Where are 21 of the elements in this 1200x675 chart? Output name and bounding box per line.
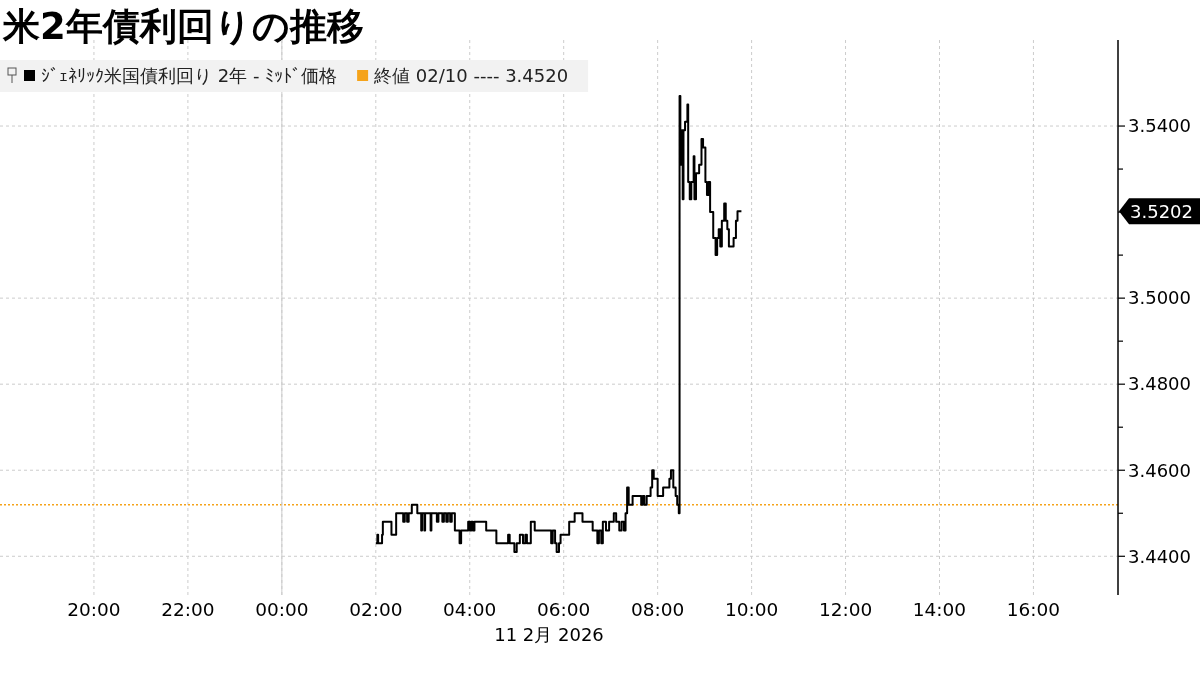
x-tick-label: 00:00 bbox=[255, 599, 309, 620]
y-tick-label: 3.4400 bbox=[1128, 545, 1191, 567]
y-tick-label: 3.5400 bbox=[1128, 115, 1191, 137]
y-tick-label: 3.4800 bbox=[1128, 373, 1191, 395]
y-tick-label: 3.5000 bbox=[1128, 287, 1191, 309]
x-tick-label: 02:00 bbox=[349, 599, 403, 620]
x-tick-label: 08:00 bbox=[630, 599, 685, 620]
x-tick-label: 04:00 bbox=[443, 599, 497, 620]
x-tick-label: 22:00 bbox=[161, 599, 215, 620]
x-tick-label: 16:00 bbox=[1006, 599, 1061, 620]
x-tick-label: 12:00 bbox=[818, 599, 873, 620]
legend-label: ｼﾞｪﾈﾘｯｸ米国債利回り 2年 - ﾐｯﾄﾞ価格 bbox=[41, 65, 338, 86]
x-tick-label: 10:00 bbox=[724, 599, 779, 620]
x-tick-label: 20:00 bbox=[67, 599, 121, 620]
x-tick-label: 14:00 bbox=[912, 599, 967, 620]
x-axis-title: 11 2月 2026 bbox=[494, 624, 604, 645]
text: 3.5202 bbox=[1130, 200, 1193, 222]
chart-title: 米2年債利回りの推移 bbox=[2, 5, 364, 48]
x-tick-label: 06:00 bbox=[537, 599, 591, 620]
legend-label: 終値 02/10 ---- 3.4520 bbox=[373, 65, 569, 86]
y-tick-label: 3.4600 bbox=[1128, 459, 1191, 481]
